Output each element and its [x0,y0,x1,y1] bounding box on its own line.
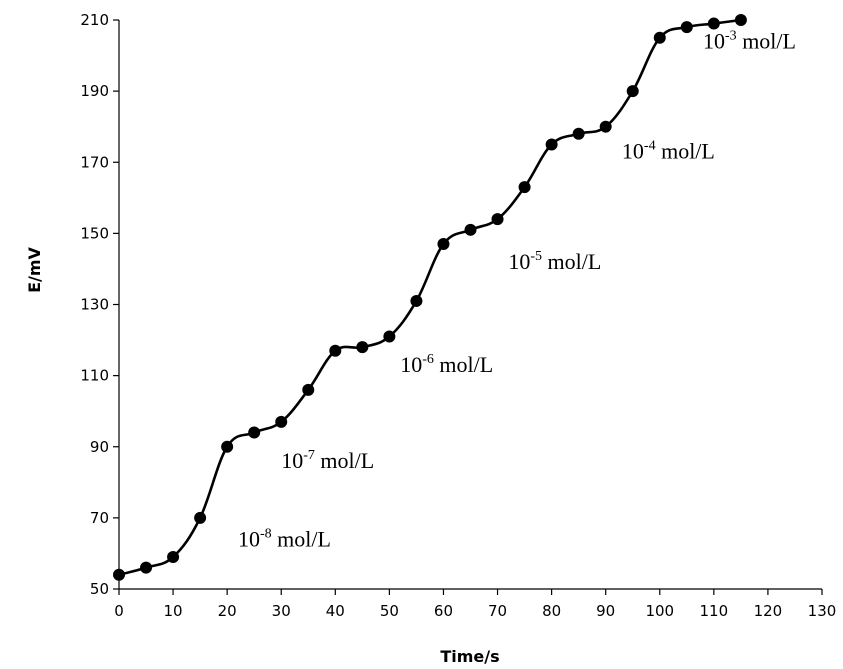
concentration-exponent: -4 [644,139,656,154]
data-point [599,120,612,133]
data-point [491,213,504,226]
concentration-unit: mol/L [656,139,715,164]
concentration-base: 10 [400,352,422,377]
data-point [302,383,315,396]
data-point [518,181,531,194]
concentration-unit: mol/L [542,249,601,274]
data-point [275,415,288,428]
annotations: 10-8 mol/L10-7 mol/L10-6 mol/L10-5 mol/L… [238,28,796,551]
y-tick-label: 150 [80,224,109,242]
x-tick-label: 120 [754,602,783,620]
data-point [248,426,261,439]
data-point [545,138,558,151]
concentration-unit: mol/L [272,526,331,551]
y-axis-title: E/mV [25,246,44,292]
data-point [140,561,153,574]
data-point [626,85,639,98]
data-point [437,238,450,251]
x-tick-label: 50 [380,602,399,620]
concentration-unit: mol/L [737,28,796,53]
x-axis-title: Time/s [440,647,499,666]
y-tick-label: 170 [80,153,109,171]
data-point [653,31,666,44]
x-tick-label: 0 [114,602,124,620]
data-point [194,511,207,524]
concentration-label: 10-3 mol/L [703,28,796,53]
concentration-exponent: -8 [260,526,272,541]
concentration-exponent: -3 [725,28,737,43]
x-ticks: 0 10 20 30 40 50 60 70 80 90 100 110 120 130 [114,589,836,620]
concentration-label: 10-5 mol/L [508,249,601,274]
y-tick-label: 110 [80,367,109,385]
y-tick-label: 130 [80,296,109,314]
data-point [167,550,180,563]
concentration-unit: mol/L [315,448,374,473]
axes [118,20,822,590]
concentration-unit: mol/L [434,352,493,377]
x-tick-label: 80 [542,602,561,620]
concentration-base: 10 [508,249,530,274]
concentration-label: 10-7 mol/L [281,448,374,473]
x-tick-label: 70 [488,602,507,620]
data-point [356,341,369,354]
data-point [680,21,693,34]
x-tick-label: 130 [808,602,837,620]
y-tick-label: 210 [80,11,109,29]
x-tick-label: 20 [218,602,237,620]
y-tick-label: 70 [90,509,109,527]
x-tick-label: 90 [596,602,615,620]
data-point [572,127,585,140]
data-point [734,14,747,26]
data-point [221,440,234,453]
x-tick-label: 30 [272,602,291,620]
data-point [113,568,125,581]
x-tick-label: 100 [645,602,674,620]
x-tick-label: 60 [434,602,453,620]
y-tick-label: 50 [90,580,109,598]
x-tick-label: 110 [700,602,729,620]
x-tick-label: 40 [326,602,345,620]
concentration-base: 10 [238,526,260,551]
data-point [410,294,423,307]
concentration-exponent: -5 [530,249,542,264]
concentration-label: 10-6 mol/L [400,352,493,377]
y-ticks: 50 70 90 110 130 150 170 190 210 [80,11,119,598]
concentration-base: 10 [622,139,644,164]
series-line [118,18,742,577]
y-tick-label: 190 [80,82,109,100]
concentration-exponent: -6 [422,352,434,367]
data-point [329,344,342,357]
concentration-base: 10 [281,448,303,473]
y-tick-label: 90 [90,438,109,456]
x-tick-label: 10 [164,602,183,620]
concentration-label: 10-4 mol/L [622,139,715,164]
data-point [707,17,720,30]
plot-area [113,14,747,581]
concentration-label: 10-8 mol/L [238,526,331,551]
data-point [383,330,396,343]
concentration-exponent: -7 [303,448,315,463]
data-point [464,223,477,236]
concentration-base: 10 [703,28,725,53]
